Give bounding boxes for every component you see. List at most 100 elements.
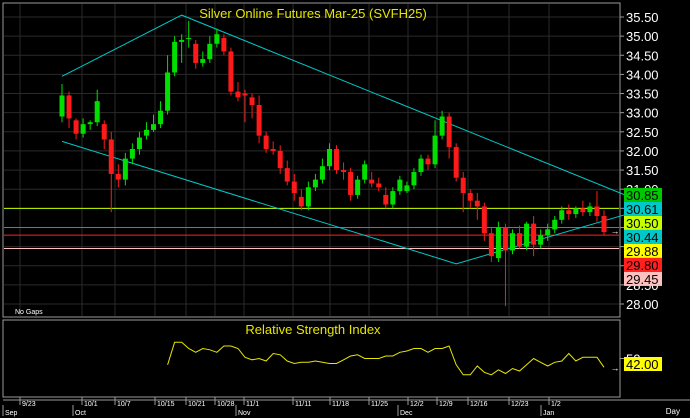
price-tag bbox=[624, 243, 662, 258]
x-tick-label-month: Oct bbox=[75, 410, 86, 417]
candle-body bbox=[108, 139, 114, 174]
time-axis: 9/23 10/1 10/7 10/15 10/21 10/28 11/1 11/11 11/1… bbox=[2, 397, 690, 417]
candle-body bbox=[214, 34, 220, 44]
candle-body bbox=[502, 227, 508, 251]
price-tag bbox=[624, 271, 662, 286]
candle-body bbox=[122, 158, 128, 180]
candle-body bbox=[404, 185, 410, 192]
y-tick-label: 33.50 bbox=[626, 87, 659, 102]
rsi-value-tag bbox=[624, 357, 662, 371]
x-tick-label-week: 12/23 bbox=[511, 401, 529, 408]
price-tag-label: 30.50 bbox=[626, 216, 659, 231]
candle-body bbox=[270, 149, 276, 151]
candle-body bbox=[376, 183, 382, 188]
x-tick-label-week: 10/1 bbox=[84, 401, 98, 408]
candle-body bbox=[573, 208, 579, 215]
candle-body bbox=[369, 179, 375, 184]
x-tick-label-week: 10/21 bbox=[188, 401, 206, 408]
candle-body bbox=[488, 233, 494, 257]
candle-body bbox=[418, 158, 424, 172]
y-tick-label: 32.50 bbox=[626, 125, 659, 140]
price-tag bbox=[624, 187, 662, 202]
candle-body bbox=[129, 149, 135, 159]
trend-lines bbox=[61, 14, 640, 265]
period-label[interactable]: Day bbox=[666, 407, 680, 416]
chart-title: Silver Online Futures Mar-25 (SVFH25) bbox=[199, 6, 427, 21]
candle-body bbox=[587, 206, 593, 213]
candle-body bbox=[362, 164, 368, 180]
candle-body bbox=[383, 194, 389, 205]
candle-body bbox=[341, 170, 347, 172]
candle-body bbox=[390, 191, 396, 205]
x-tick-label-week: 11/1 bbox=[246, 401, 259, 408]
candle-body bbox=[101, 124, 107, 140]
rsi-title: Relative Strength Index bbox=[245, 322, 381, 337]
candle-body bbox=[73, 120, 79, 134]
price-tag bbox=[624, 201, 662, 216]
trend-line bbox=[61, 14, 640, 202]
candle-body bbox=[517, 233, 523, 247]
x-tick-label-week: 12/2 bbox=[410, 401, 424, 408]
candle-body bbox=[348, 171, 354, 195]
rsi-value-label: 42.00 bbox=[626, 357, 659, 372]
y-tick-label: 35.50 bbox=[626, 10, 659, 25]
candle-body bbox=[446, 116, 452, 148]
x-tick-label-month: Jan bbox=[543, 410, 554, 417]
y-tick-label: 34.50 bbox=[626, 48, 659, 63]
x-tick-label-week: 9/23 bbox=[22, 401, 36, 408]
current-arrow-rsi: → bbox=[611, 363, 620, 373]
candle-body bbox=[439, 116, 445, 136]
candle-body bbox=[172, 41, 178, 73]
candle-body bbox=[334, 149, 340, 171]
candle-body bbox=[291, 181, 297, 194]
candle-body bbox=[284, 168, 290, 182]
candle-body bbox=[495, 227, 501, 259]
candle-body bbox=[249, 97, 255, 106]
candle-body bbox=[538, 235, 544, 245]
candle-body bbox=[263, 135, 269, 150]
candle-body bbox=[151, 124, 157, 130]
candle-body bbox=[474, 200, 480, 207]
candle-body bbox=[59, 95, 65, 117]
x-tick-label-week: 11/25 bbox=[371, 401, 388, 408]
candle-body bbox=[531, 223, 537, 245]
price-panel-frame bbox=[2, 2, 621, 318]
y-tick-label: 32.00 bbox=[626, 144, 659, 159]
price-tag bbox=[624, 257, 662, 272]
price-tag-label: 29.45 bbox=[626, 272, 659, 287]
candle-body bbox=[509, 233, 515, 251]
candle-body bbox=[580, 208, 586, 213]
candle-body bbox=[207, 43, 213, 60]
candle-body bbox=[601, 215, 607, 233]
candle-body bbox=[298, 196, 304, 207]
y-tick-label: 34.00 bbox=[626, 67, 659, 82]
candle-body bbox=[566, 210, 572, 215]
candle-body bbox=[87, 122, 93, 125]
candles bbox=[59, 20, 607, 306]
candle-body bbox=[80, 124, 86, 134]
y-tick-label: 33.00 bbox=[626, 106, 659, 121]
candle-body bbox=[235, 91, 241, 98]
x-tick-label-week: 11/11 bbox=[295, 401, 312, 408]
trend-line bbox=[61, 140, 640, 265]
price-tag-label: 30.61 bbox=[626, 202, 659, 217]
candle-body bbox=[186, 38, 192, 40]
candle-body bbox=[460, 177, 466, 194]
x-tick-label-month: Dec bbox=[400, 410, 413, 417]
x-tick-label-week: 10/28 bbox=[217, 401, 235, 408]
candle-body bbox=[143, 129, 149, 136]
candle-body bbox=[559, 210, 565, 220]
candle-body bbox=[432, 135, 438, 165]
x-tick-label-week: 10/7 bbox=[117, 401, 131, 408]
candle-body bbox=[545, 229, 551, 236]
candle-body bbox=[242, 93, 248, 96]
candle-body bbox=[552, 219, 558, 230]
horizontal-price-lines bbox=[4, 207, 619, 250]
candle-body bbox=[200, 59, 206, 63]
price-tag bbox=[624, 215, 662, 230]
price-tag-label: 29.80 bbox=[626, 258, 659, 273]
gridlines bbox=[4, 4, 619, 316]
candle-body bbox=[319, 166, 325, 180]
